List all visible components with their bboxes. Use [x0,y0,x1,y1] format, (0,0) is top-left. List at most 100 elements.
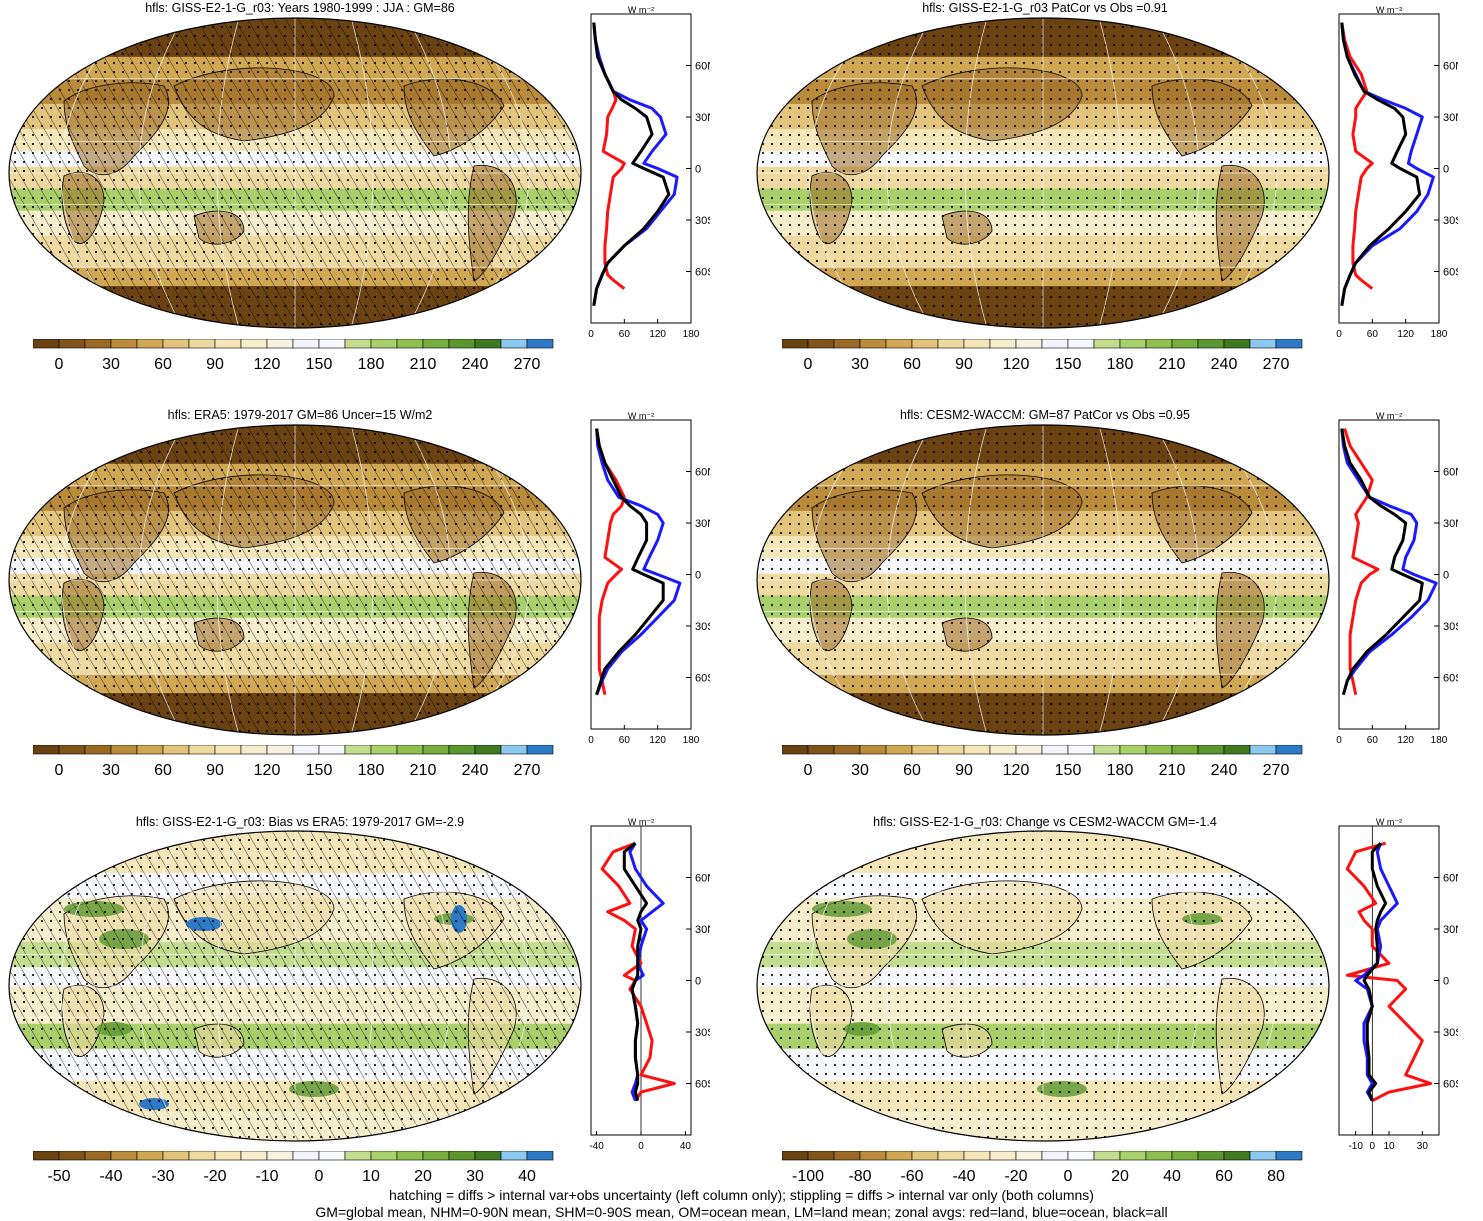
profile-lat-label: 30N [695,112,710,124]
colorbar-tick-label: 210 [410,762,437,779]
colorbar-swatch [136,1151,164,1161]
colorbar: -100-80-60-40-20020406080100 [782,1151,1303,1185]
colorbar-swatch [937,745,965,755]
profile-lat-label: 30N [695,924,710,936]
profile-lat-label: 30S [695,621,710,633]
colorbar-tick-label: 270 [1263,356,1290,373]
colorbar-tick-label: 210 [1159,356,1186,373]
colorbar-swatch [136,745,164,755]
colorbar-swatch [240,1151,268,1161]
profile-line-ocean [1340,428,1438,696]
colorbar-swatch [1041,1151,1069,1161]
profile-lat-label: 30S [695,215,710,227]
colorbar-tick-label: 180 [1107,762,1134,779]
profile-unit-label: W m⁻² [628,412,654,421]
colorbar-swatch [1145,1151,1173,1161]
colorbar-swatch [989,1151,1017,1161]
colorbar-tick-label: 0 [315,1168,324,1185]
colorbar-tick-label: 270 [514,762,541,779]
profile-unit-label: W m⁻² [1376,412,1402,421]
profile-line-ocean [1354,842,1399,1102]
colorbar-swatch [859,339,887,349]
colorbar-swatch [58,745,86,755]
colorbar-swatch [1015,1151,1043,1161]
colorbar-swatch [318,1151,346,1161]
profile-line-all [592,22,671,307]
zonal-profile: W m⁻² 60N 30N 0 30S 60S 0 60 120 180 [588,6,710,340]
profile-lat-label: 30N [695,518,710,530]
panel-title: hfls: GISS-E2-1-G_r03: Years 1980-1999 :… [145,1,455,15]
colorbar-tick-label: -100 [792,1168,824,1185]
colorbar-tick-label: 40 [518,1168,536,1185]
profile-lat-label: 60N [1443,873,1458,885]
colorbar-swatch [833,745,861,755]
panel-title: hfls: GISS-E2-1-G_r03: Change vs CESM2-W… [873,815,1217,829]
colorbar-swatch [963,339,991,349]
colorbar-tick-label: 240 [1211,356,1238,373]
profile-lat-label: 60N [1443,467,1458,479]
colorbar-tick-label: 0 [804,356,813,373]
colorbar-swatch [422,1151,450,1161]
colorbar-swatch [1093,339,1121,349]
colorbar-tick-label: 0 [55,762,64,779]
colorbar-swatch [344,745,372,755]
profile-x-tick-label: 10 [1383,1141,1395,1152]
profile-lat-label: 30N [1443,112,1458,124]
colorbar-swatch [833,1151,861,1161]
colorbar-swatch [266,745,294,755]
colorbar-tick-label: 30 [851,762,869,779]
colorbar-tick-label: 20 [1111,1168,1129,1185]
profile-lat-label: 0 [1443,164,1449,176]
profile-lat-label: 30S [1443,215,1458,227]
colorbar-swatch [526,1151,554,1161]
colorbar-swatch [33,1151,60,1161]
profile-lat-label: 60N [695,873,710,885]
colorbar-tick-label: 240 [462,762,489,779]
colorbar-swatch [963,745,991,755]
colorbar-swatch [526,339,554,349]
profile-line-all [1340,22,1422,307]
profile-lat-label: 30N [1443,518,1458,530]
profile-x-tick-label: 60 [1367,329,1379,340]
colorbar-swatch [396,339,424,349]
profile-x-tick-label: 180 [683,735,700,746]
colorbar-tick-label: 180 [358,762,385,779]
colorbar-tick-label: 150 [1055,356,1082,373]
colorbar-tick-label: 180 [1107,356,1134,373]
panel-title: hfls: GISS-E2-1-G_r03: Bias vs ERA5: 197… [135,815,465,829]
colorbar-swatch [1223,745,1251,755]
colorbar-swatch [782,339,809,349]
colorbar-swatch [188,1151,216,1161]
profile-lat-label: 60S [1443,267,1458,279]
colorbar-swatch [500,1151,528,1161]
colorbar-swatch [1171,339,1199,349]
colorbar-swatch [58,339,86,349]
colorbar-swatch [1067,745,1095,755]
zonal-profile: W m⁻² 60N 30N 0 30S 60S 0 60 120 180 [1336,6,1458,340]
colorbar-tick-label: 120 [254,762,281,779]
colorbar-swatch [110,745,138,755]
colorbar-swatch [859,1151,887,1161]
colorbar-swatch [318,745,346,755]
colorbar-tick-label: 150 [306,762,333,779]
profile-unit-label: W m⁻² [628,818,654,827]
colorbar-swatch [1249,339,1277,349]
colorbar-swatch [1093,1151,1121,1161]
profile-line-land [600,841,676,1102]
colorbar-tick-label: 80 [1267,1168,1285,1185]
profile-line-all [595,428,665,696]
colorbar-swatch [526,745,554,755]
colorbar-swatch [266,1151,294,1161]
map-panel [756,830,1330,1142]
colorbar-tick-label: 150 [306,356,333,373]
profile-x-tick-label: 0 [1336,329,1342,340]
colorbar-swatch [1197,745,1225,755]
colorbar-swatch [1197,1151,1225,1161]
colorbar-swatch [937,339,965,349]
profile-x-tick-label: 0 [638,1141,644,1152]
colorbar-tick-label: 240 [462,356,489,373]
map-panel [8,830,582,1142]
colorbar-tick-label: 180 [358,356,385,373]
colorbar-tick-label: -20 [1004,1168,1027,1185]
colorbar: -50-40-30-20-1001020304050 [33,1151,554,1185]
